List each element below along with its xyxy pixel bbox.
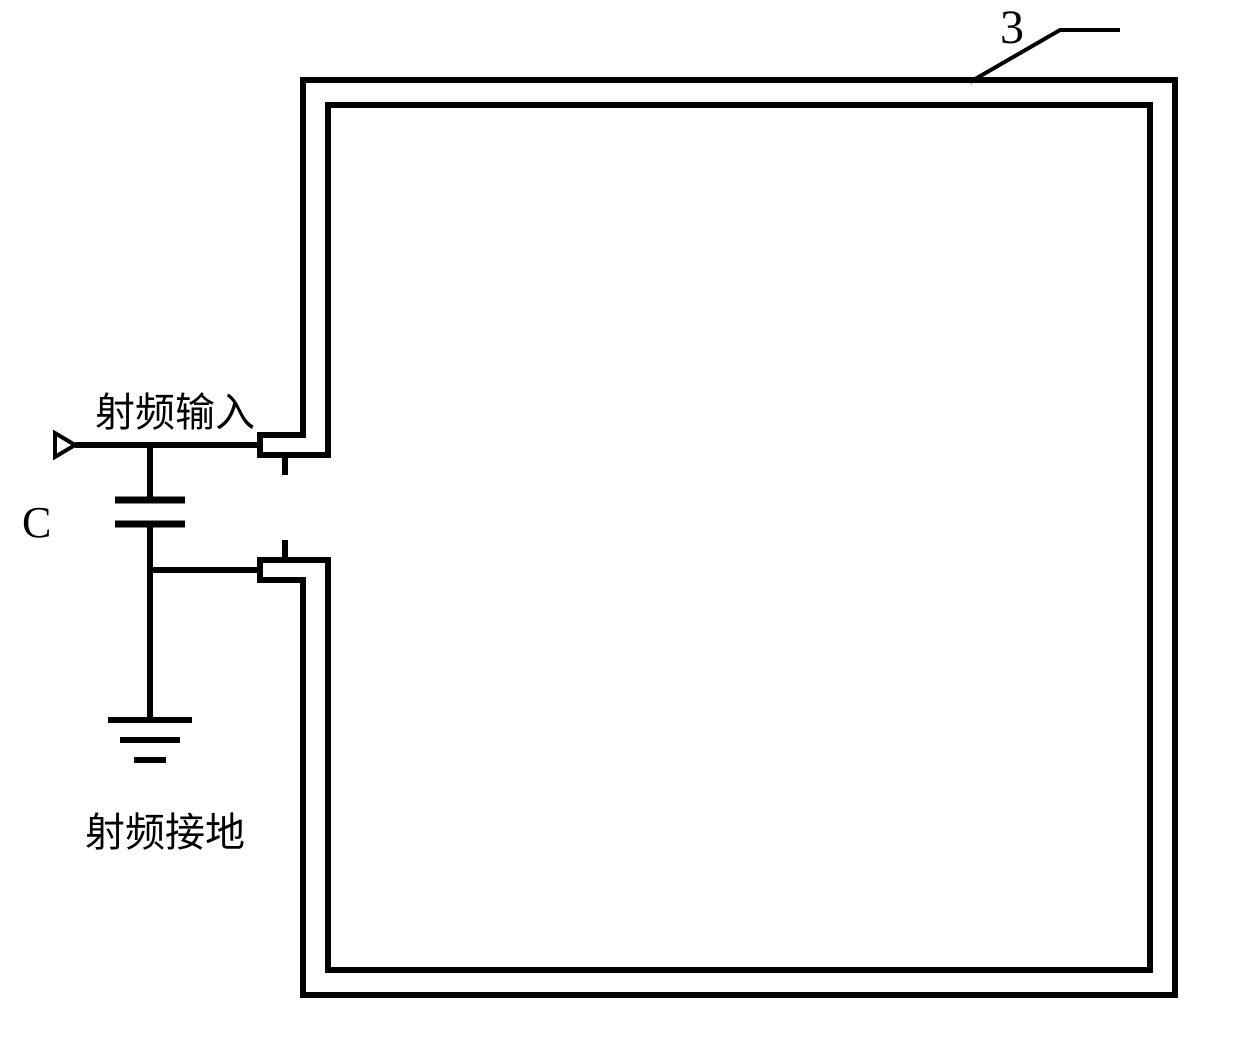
schematic-svg bbox=[0, 0, 1240, 1038]
label-ref-3: 3 bbox=[1000, 0, 1024, 55]
label-capacitor-c: C bbox=[22, 497, 51, 548]
label-rf-ground: 射频接地 bbox=[85, 800, 245, 858]
label-rf-input: 射频输入 bbox=[95, 380, 255, 438]
rf-input-terminal-icon bbox=[55, 433, 75, 457]
loop-outer-path bbox=[260, 80, 1175, 995]
circuit-diagram: 3 射频输入 C 射频接地 bbox=[0, 0, 1240, 1038]
leader-line-3 bbox=[970, 30, 1120, 82]
